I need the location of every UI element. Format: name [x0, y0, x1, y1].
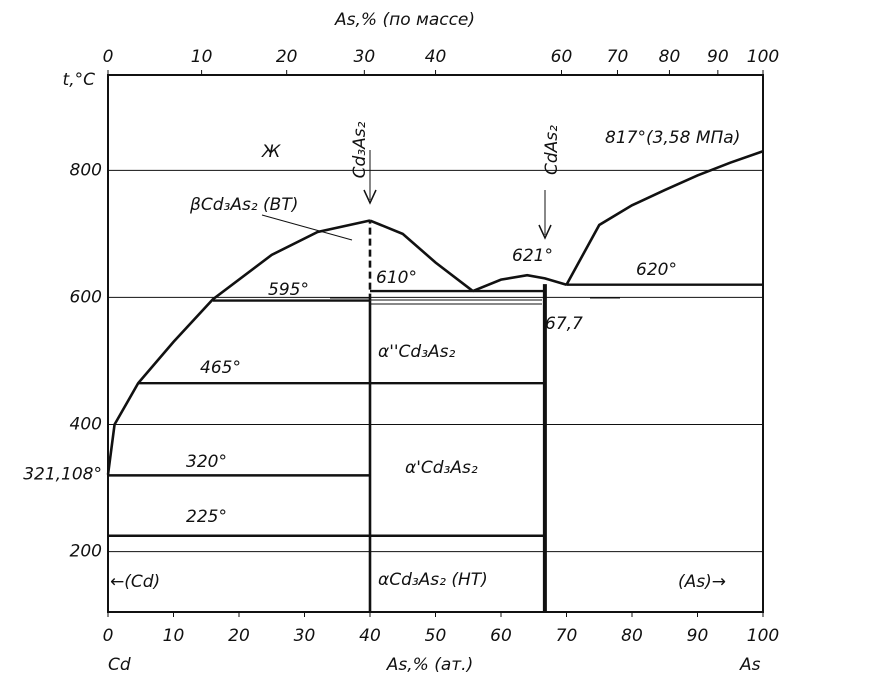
- x-tick-label: 100: [747, 626, 779, 646]
- compound-label: Cd₃As₂: [350, 121, 370, 178]
- y-tick-label: 400: [70, 415, 102, 435]
- annotation: βCd₃As₂ (ВТ): [189, 195, 298, 215]
- isotherm-label: 320°: [186, 452, 227, 472]
- annotation: 67,7: [545, 314, 583, 334]
- liquidus-curve: [106, 219, 371, 475]
- x2-tick-label: 10: [191, 47, 213, 67]
- isotherm-label: 225°: [186, 507, 227, 527]
- annotation: (As)→: [678, 572, 726, 592]
- annotation: αCd₃As₂ (НТ): [378, 570, 488, 590]
- x2-axis-title: As,% (по массе): [334, 10, 475, 30]
- x-tick-label: 30: [294, 626, 316, 646]
- annotation: α'Cd₃As₂: [405, 458, 478, 478]
- x2-tick-label: 40: [425, 47, 447, 67]
- annotation: Ж: [261, 142, 281, 162]
- x-tick-label: 50: [425, 626, 447, 646]
- x2-tick-label: 100: [747, 47, 779, 67]
- liquidus-curve: [369, 219, 474, 293]
- x-tick-label: 70: [556, 626, 578, 646]
- y-tick-label: 800: [70, 160, 102, 180]
- x-tick-label: 80: [621, 626, 643, 646]
- isotherm-label: 610°: [376, 268, 417, 288]
- x2-tick-label: 70: [607, 47, 629, 67]
- endpoint-left: Cd: [108, 655, 131, 675]
- isotherm-label: 595°: [268, 280, 309, 300]
- y-tick-label: 200: [70, 542, 102, 562]
- liquidus-curve: [472, 273, 567, 293]
- arrow-head: [363, 189, 377, 205]
- isotherm-label: 620°: [636, 260, 677, 280]
- x-tick-label: 40: [359, 626, 381, 646]
- liquidus-curve: [565, 150, 764, 286]
- endpoint-right: As: [739, 655, 761, 675]
- x-tick-label: 60: [490, 626, 512, 646]
- annotation: 621°: [512, 246, 553, 266]
- x-axis-title: As,% (ат.): [386, 655, 473, 675]
- x-tick-label: 20: [228, 626, 250, 646]
- annotation: ←(Cd): [110, 572, 160, 592]
- x-tick-label: 10: [163, 626, 185, 646]
- x2-tick-label: 60: [551, 47, 573, 67]
- y-axis-title: t,°C: [63, 70, 96, 90]
- arrow-head: [538, 224, 552, 240]
- y-tick-label: 321,108°: [23, 465, 102, 485]
- annotation: α''Cd₃As₂: [378, 342, 456, 362]
- y-tick-label: 600: [70, 287, 102, 307]
- compound-label: CdAs₂: [542, 125, 562, 175]
- x2-tick-label: 90: [707, 47, 729, 67]
- isotherm-label: 465°: [200, 358, 241, 378]
- x2-tick-label: 30: [354, 47, 376, 67]
- leader-line: [261, 214, 353, 241]
- x2-tick-label: 20: [276, 47, 298, 67]
- x2-tick-label: 0: [103, 47, 114, 67]
- annotation: 817°(3,58 МПа): [605, 128, 740, 148]
- x2-tick-label: 80: [659, 47, 681, 67]
- x-tick-label: 90: [687, 626, 709, 646]
- x-tick-label: 0: [103, 626, 114, 646]
